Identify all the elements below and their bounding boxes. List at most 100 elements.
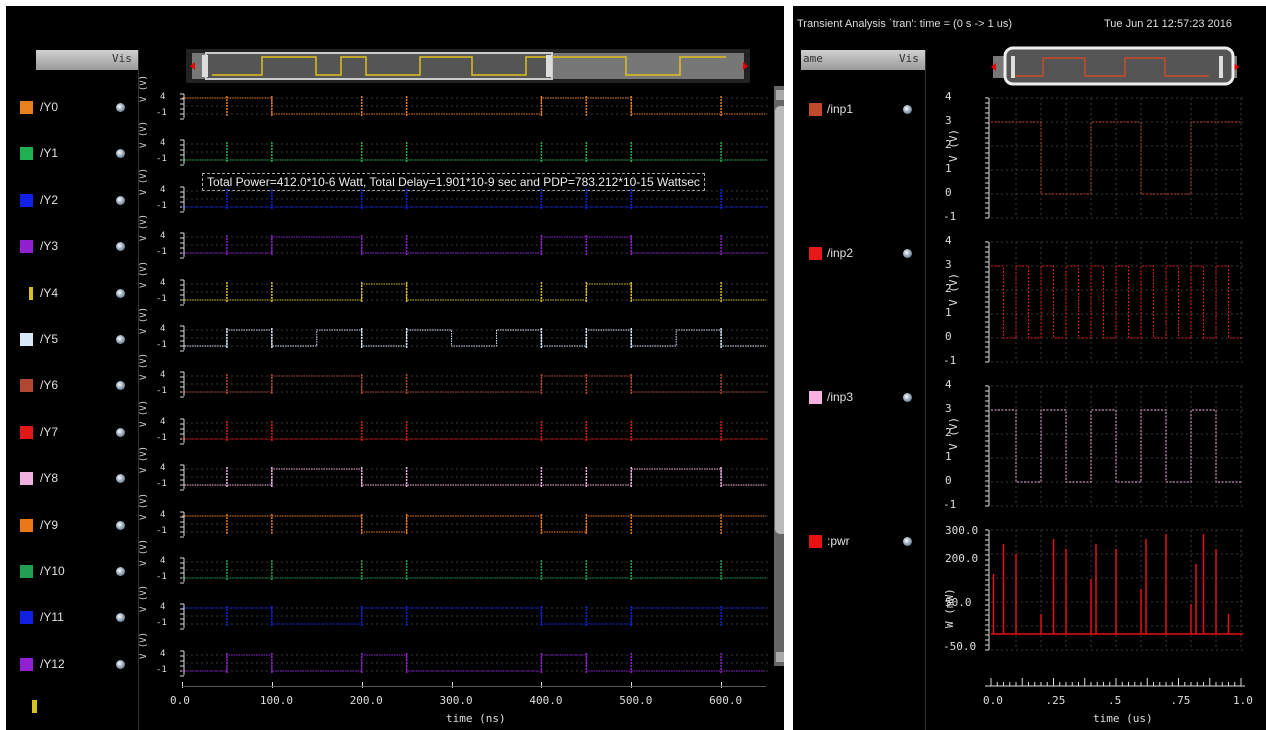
y-axis-label: V (V): [139, 353, 149, 381]
name-column-header[interactable]: ame: [801, 50, 897, 70]
y-tick-label: 4: [160, 463, 166, 474]
signal-row[interactable]: /inp2: [793, 244, 925, 264]
y-tick-label: 4: [945, 234, 952, 247]
signal-row[interactable]: /Y5: [6, 330, 138, 350]
analysis-title: Transient Analysis `tran': time = (0 s -…: [797, 18, 1013, 30]
vis-column-header[interactable]: Vis: [110, 50, 138, 70]
scroll-right-arrow-icon[interactable]: [743, 62, 748, 70]
y-tick-label: 4: [160, 648, 166, 659]
timestamp: Tue Jun 21 12:57:23 2016: [1104, 18, 1233, 30]
signal-row[interactable]: /Y12: [6, 655, 138, 675]
signal-row[interactable]: /Y6: [6, 376, 138, 396]
visibility-eye-icon[interactable]: [903, 105, 912, 114]
signal-row[interactable]: /Y2: [6, 191, 138, 211]
scroll-down-icon[interactable]: [776, 652, 784, 662]
scroll-left-arrow-icon[interactable]: [991, 63, 996, 71]
y-tick-label: 200.0: [945, 552, 979, 565]
y-tick-label: -1: [156, 432, 167, 443]
y-tick-label: -1: [156, 479, 167, 490]
pane-separator[interactable]: [784, 0, 793, 730]
scroll-left-arrow-icon[interactable]: [190, 62, 195, 70]
visibility-eye-icon[interactable]: [116, 567, 125, 576]
signal-waveform: [180, 511, 768, 538]
visibility-eye-icon[interactable]: [116, 103, 125, 112]
signal-color-swatch: [20, 147, 33, 161]
signal-waveform: [180, 325, 768, 352]
scroll-up-icon[interactable]: [776, 90, 784, 100]
signal-name: /Y0: [40, 100, 59, 114]
signal-color-swatch: [809, 103, 822, 116]
visibility-eye-icon[interactable]: [116, 659, 125, 669]
signal-row[interactable]: /inp1: [793, 100, 925, 120]
visibility-eye-icon[interactable]: [903, 249, 912, 258]
vertical-scroll-thumb[interactable]: [775, 106, 784, 534]
overview-scrollbar[interactable]: [186, 49, 750, 83]
visibility-eye-icon[interactable]: [116, 242, 125, 252]
visibility-eye-icon[interactable]: [116, 195, 125, 205]
y-tick-label: -1: [156, 664, 167, 675]
signal-waveform: [180, 232, 768, 259]
signal-row[interactable]: /Y8: [6, 469, 138, 489]
signal-name: /Y7: [40, 424, 59, 439]
pdp-annotation: Total Power=412.0*10-6 Watt, Total Delay…: [202, 173, 705, 191]
x-axis-label: time (us): [1093, 712, 1153, 725]
name-column-header[interactable]: [36, 50, 110, 70]
x-tick-label: .25: [1045, 694, 1066, 707]
name-header-label: ame: [803, 52, 823, 65]
signal-color-swatch: [20, 240, 33, 254]
signal-color-swatch: [20, 425, 33, 439]
signal-color-swatch: [29, 286, 33, 300]
signal-row[interactable]: /Y7: [6, 423, 138, 443]
visibility-eye-icon[interactable]: [116, 474, 125, 484]
signal-waveform: [985, 385, 1243, 507]
y-tick-label: 2: [945, 282, 952, 295]
signal-row[interactable]: /Y9: [6, 516, 138, 536]
signal-row[interactable]: :pwr: [793, 532, 925, 552]
overview-scrollbar[interactable]: [989, 46, 1241, 86]
y-tick-label: -1: [156, 293, 167, 304]
scroll-right-arrow-icon[interactable]: [1234, 63, 1239, 71]
signal-list-divider: [138, 50, 139, 730]
signal-color-swatch: [20, 518, 33, 532]
visibility-eye-icon[interactable]: [903, 537, 912, 546]
visibility-eye-icon[interactable]: [903, 393, 912, 402]
signal-row[interactable]: /Y10: [6, 562, 138, 582]
signal-waveform: [180, 139, 768, 166]
vis-column-header[interactable]: Vis: [897, 50, 925, 70]
y-tick-label: 50.0: [945, 596, 972, 609]
signal-color-swatch: [20, 379, 33, 393]
y-tick-label: 4: [160, 92, 166, 102]
signal-waveform: [180, 418, 768, 445]
y-tick-label: -1: [156, 200, 167, 211]
y-tick-label: 0: [945, 474, 952, 487]
y-tick-label: -1: [156, 247, 167, 258]
signal-color-swatch: [20, 193, 33, 207]
signal-name: :pwr: [827, 534, 850, 548]
visibility-eye-icon[interactable]: [116, 335, 125, 344]
signal-row[interactable]: /inp3: [793, 388, 925, 408]
signal-row[interactable]: /Y4: [6, 284, 138, 304]
x-tick-label: 400.0: [529, 694, 563, 707]
visibility-eye-icon[interactable]: [116, 520, 125, 530]
x-tick-label: 100.0: [259, 694, 293, 707]
y-tick-label: 1: [945, 450, 952, 463]
signal-row[interactable]: /Y0: [6, 98, 138, 118]
y-tick-label: -1: [156, 154, 167, 165]
signal-waveform: [985, 241, 1243, 363]
signal-color-swatch: [809, 391, 822, 404]
visibility-eye-icon[interactable]: [116, 613, 125, 623]
signal-row[interactable]: /Y3: [6, 237, 138, 257]
visibility-eye-icon[interactable]: [116, 381, 125, 391]
signal-waveform: [985, 529, 1243, 651]
signal-color-swatch: [20, 611, 33, 625]
signal-waveform: [985, 97, 1243, 219]
signal-waveform: [180, 650, 768, 677]
visibility-eye-icon[interactable]: [116, 149, 125, 159]
y-tick-label: 4: [160, 138, 166, 149]
visibility-eye-icon[interactable]: [116, 288, 125, 298]
y-axis-label: V (V): [139, 399, 149, 427]
visibility-eye-icon[interactable]: [116, 427, 125, 437]
vertical-scrollbar[interactable]: [774, 86, 784, 666]
signal-row[interactable]: /Y1: [6, 144, 138, 164]
signal-row[interactable]: /Y11: [6, 608, 138, 628]
